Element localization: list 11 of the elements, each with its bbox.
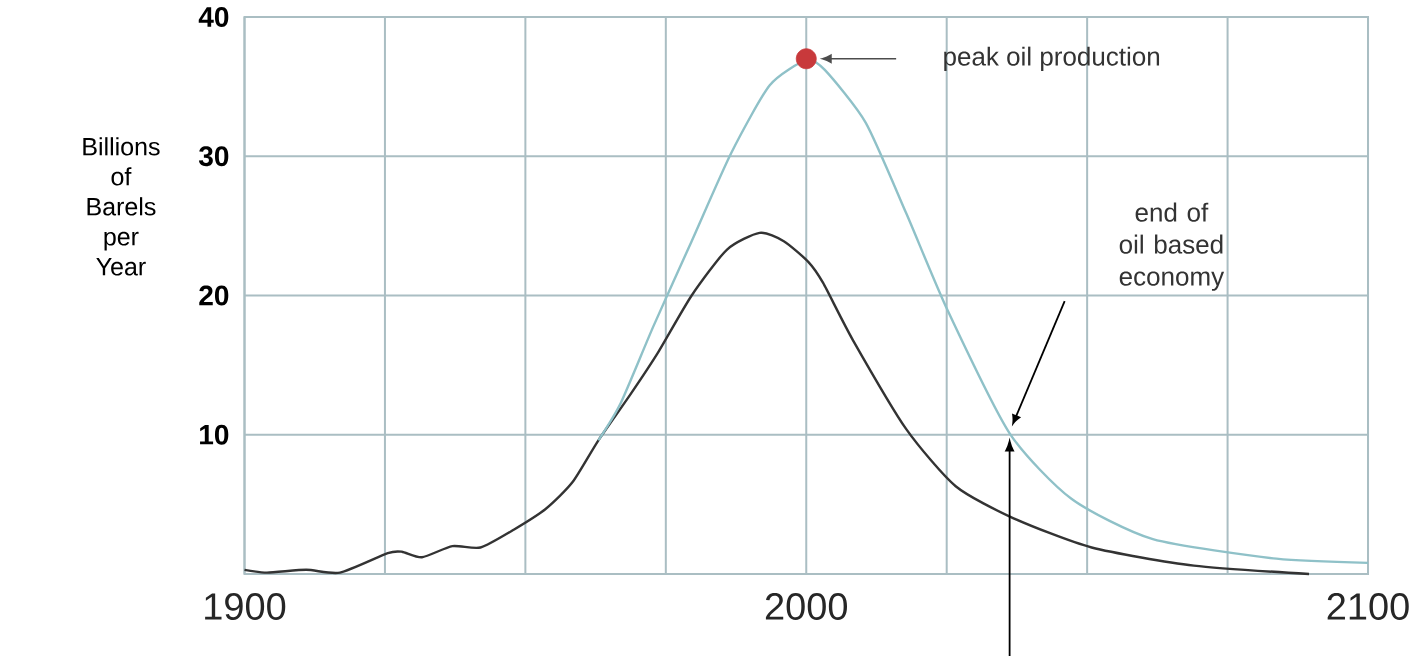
y-tick-label: 20: [199, 285, 229, 306]
line-series: [243, 231, 1311, 576]
annotation: peak oil production: [944, 46, 1160, 71]
x-tick-label: 1900: [205, 593, 286, 620]
x-tick-label: 2000: [765, 593, 848, 620]
annotation: end of oil based economy: [1119, 202, 1225, 291]
y-axis-title: Billions of Barels per Year: [83, 137, 160, 276]
y-tick-label: 30: [198, 146, 229, 167]
x-tick-label: 2100: [1327, 593, 1409, 620]
y-tick-label: 10: [200, 424, 229, 445]
y-tick-label: 40: [198, 7, 229, 27]
